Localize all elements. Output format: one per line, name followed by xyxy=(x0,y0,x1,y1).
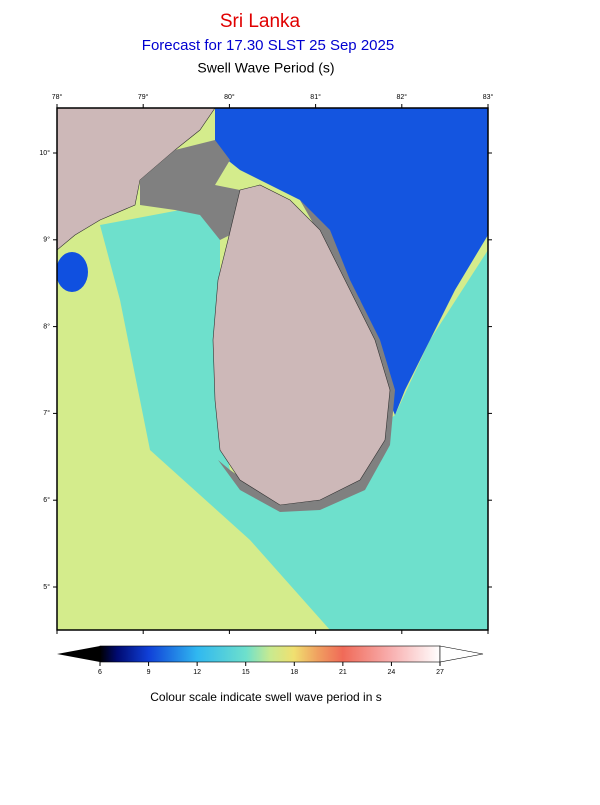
map-frame xyxy=(56,107,489,631)
lat-tick-label: 5° xyxy=(43,583,50,591)
subtitle: Forecast for 17.30 SLST 25 Sep 2025 xyxy=(142,37,394,54)
lon-tick-label: 78° xyxy=(52,93,63,101)
shelf xyxy=(140,140,240,240)
colorbar-low xyxy=(57,646,100,662)
colorbar-tick-label: 21 xyxy=(339,669,347,676)
shelf xyxy=(218,200,395,512)
colorbar-caption: Colour scale indicate swell wave period … xyxy=(150,690,381,704)
ocean-field xyxy=(100,210,488,630)
title: Sri Lanka xyxy=(220,11,301,32)
colorbar-tick-label: 9 xyxy=(147,669,151,676)
colorbar-tick-label: 15 xyxy=(242,669,250,676)
lat-tick-label: 10° xyxy=(39,149,50,157)
map-area xyxy=(57,108,488,630)
land xyxy=(57,108,216,251)
colorbar-tick-label: 6 xyxy=(98,669,102,676)
colorbar-tick-label: 27 xyxy=(436,669,444,676)
colorbar-tick-label: 24 xyxy=(388,669,396,676)
lon-tick-label: 82° xyxy=(397,93,408,101)
lon-tick-label: 79° xyxy=(138,93,149,101)
colorbar-high xyxy=(439,645,484,663)
colorbar-tick-label: 12 xyxy=(193,669,201,676)
lon-tick-label: 81° xyxy=(310,93,321,101)
lat-tick-label: 8° xyxy=(43,322,50,330)
land xyxy=(212,184,391,506)
lon-tick-label: 80° xyxy=(224,93,235,101)
colorbar xyxy=(99,645,441,663)
colorbar-tick-label: 18 xyxy=(290,669,298,676)
lat-tick-label: 6° xyxy=(43,496,50,504)
ocean-field xyxy=(57,252,88,292)
lon-tick-label: 83° xyxy=(483,93,494,101)
lat-tick-label: 9° xyxy=(43,236,50,244)
lat-tick-label: 7° xyxy=(43,409,50,417)
ocean-field xyxy=(215,108,488,415)
variable: Swell Wave Period (s) xyxy=(197,60,334,76)
